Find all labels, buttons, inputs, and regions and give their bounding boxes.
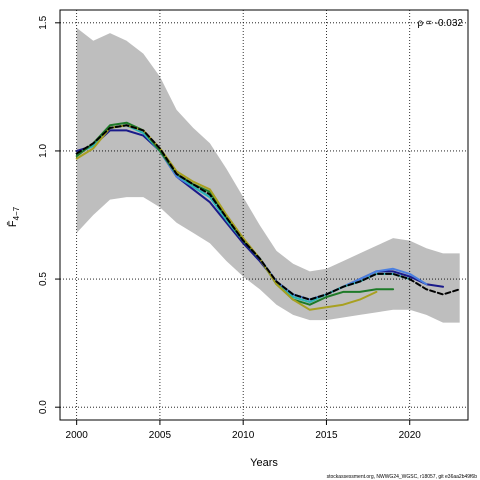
y-axis-title-main: F̄: [6, 220, 19, 227]
axis-layer: 2000 2005 2010 2015 2020 0.0 0.5 1.0 1.5: [38, 15, 421, 441]
y-axis-title-group: F̄4−7: [6, 206, 21, 227]
confidence-band: [76, 27, 460, 323]
y-tick-label: 1.0: [38, 144, 49, 158]
credit-text: stockassessment.org, NWWG24_WGSC, r18057…: [327, 474, 478, 480]
y-tick-label: 1.5: [38, 15, 49, 29]
x-axis-title: Years: [250, 457, 278, 469]
y-axis-title-subscript: 4−7: [12, 206, 21, 220]
series-line-6: [75, 124, 461, 301]
plot-frame: [59, 9, 469, 421]
mohns-rho-annotation: ρ = -0.032: [418, 18, 464, 29]
y-tick-label: 0.0: [38, 400, 49, 414]
y-axis-title: F̄4−7: [6, 206, 21, 227]
confidence-band-layer: [76, 27, 460, 323]
y-tick-label: 0.5: [38, 272, 49, 286]
x-tick-label: 2015: [315, 430, 338, 441]
series-layer: [75, 121, 461, 311]
x-tick-label: 2010: [232, 430, 255, 441]
x-tick-label: 2000: [66, 430, 89, 441]
x-tick-label: 2020: [399, 430, 422, 441]
x-tick-label: 2005: [149, 430, 172, 441]
grid-layer: [60, 10, 468, 420]
